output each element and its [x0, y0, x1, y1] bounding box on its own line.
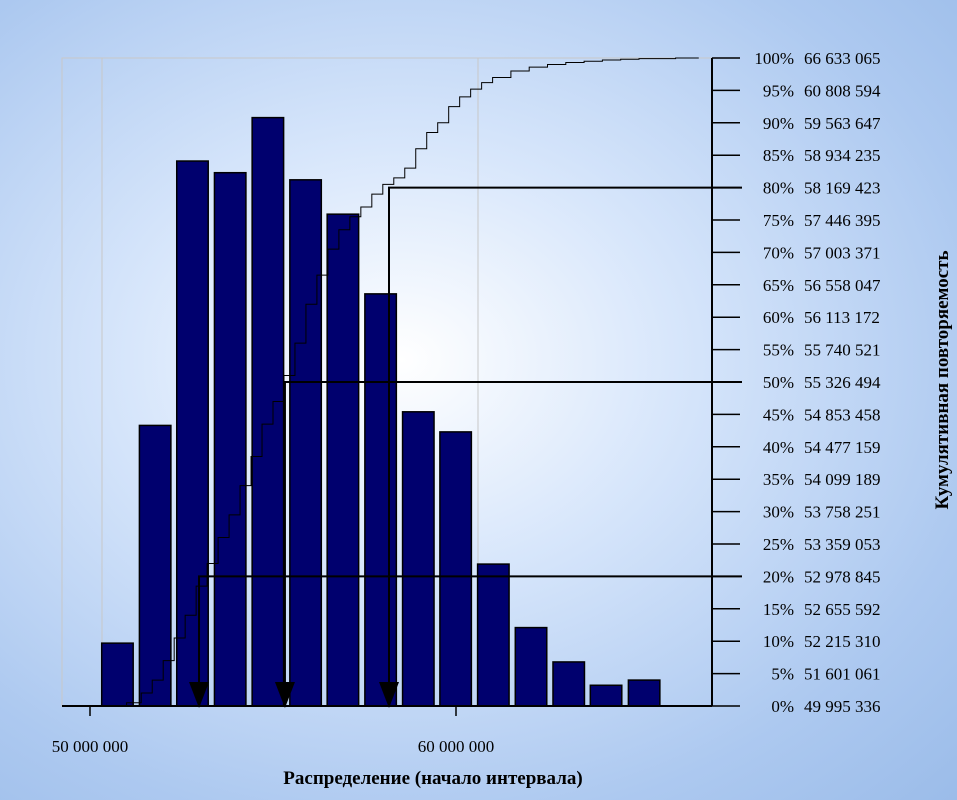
cumulative-percent-label: 70% — [763, 243, 794, 262]
cumulative-value-label: 51 601 061 — [804, 665, 881, 684]
cumulative-percent-label: 80% — [763, 179, 794, 198]
histogram-bar — [289, 179, 323, 707]
cumulative-value-label: 58 169 423 — [804, 179, 881, 198]
x-tick-label: 50 000 000 — [52, 737, 129, 756]
marker-layer — [189, 186, 742, 708]
histogram-bar — [326, 213, 360, 707]
cumulative-percent-label: 10% — [763, 632, 794, 651]
cumulative-percent-label: 95% — [763, 81, 794, 100]
cumulative-percent-label: 5% — [771, 665, 794, 684]
cumulative-value-label: 55 740 521 — [804, 341, 881, 360]
cumulative-percent-label: 25% — [763, 535, 794, 554]
cumulative-value-label: 56 113 172 — [804, 308, 880, 327]
cumulative-value-label: 54 853 458 — [804, 405, 881, 424]
histogram-bar — [138, 424, 172, 707]
cumulative-percent-label: 50% — [763, 373, 794, 392]
percentile-marker-arrow — [274, 682, 295, 708]
histogram-bar — [439, 431, 473, 707]
x-tick-label: 60 000 000 — [418, 737, 495, 756]
cumulative-percent-label: 45% — [763, 405, 794, 424]
histogram-bar — [213, 171, 247, 707]
cumulative-value-label: 53 359 053 — [804, 535, 881, 554]
histogram-bar — [364, 293, 398, 707]
percentile-marker-arrow — [189, 682, 210, 708]
cumulative-percent-label: 65% — [763, 276, 794, 295]
cumulative-percent-label: 30% — [763, 503, 794, 522]
cumulative-value-label: 53 758 251 — [804, 503, 881, 522]
histogram-bar — [514, 626, 548, 707]
label-layer: 50 000 000 60 000 000 100% 66 633 065 95% 60 … — [52, 49, 881, 756]
cumulative-percent-label: 0% — [771, 697, 794, 716]
curve-layer — [115, 57, 699, 707]
cumulative-percent-label: 100% — [754, 49, 794, 68]
cumulative-value-label: 56 558 047 — [804, 276, 881, 295]
cumulative-percent-label: 55% — [763, 341, 794, 360]
cumulative-percent-label: 60% — [763, 308, 794, 327]
percentile-marker-arrow — [379, 682, 400, 708]
histogram-bar — [401, 411, 435, 707]
cumulative-value-label: 60 808 594 — [804, 81, 881, 100]
right-axis-title: Кумулятивная повторяемость — [932, 250, 953, 509]
x-axis-title: Распределение (начало интервала) — [283, 768, 582, 789]
cumulative-value-label: 55 326 494 — [804, 373, 881, 392]
cumulative-curve — [115, 57, 699, 707]
cumulative-percent-label: 35% — [763, 470, 794, 489]
histogram-bar — [552, 661, 586, 707]
cumulative-value-label: 54 477 159 — [804, 438, 881, 457]
cumulative-value-label: 66 633 065 — [804, 49, 881, 68]
histogram-bar — [175, 160, 209, 707]
cumulative-percent-label: 90% — [763, 114, 794, 133]
cumulative-value-label: 54 099 189 — [804, 470, 881, 489]
percentile-marker-line — [388, 186, 742, 688]
cumulative-value-label: 57 446 395 — [804, 211, 881, 230]
cumulative-value-label: 58 934 235 — [804, 146, 881, 165]
cumulative-percent-label: 40% — [763, 438, 794, 457]
percentile-marker-line — [283, 381, 742, 688]
histogram-bar — [589, 684, 623, 707]
cumulative-value-label: 49 995 336 — [804, 697, 881, 716]
cumulative-value-label: 52 655 592 — [804, 600, 881, 619]
percentile-marker-line — [198, 575, 742, 688]
cumulative-value-label: 52 978 845 — [804, 567, 881, 586]
cumulative-percent-label: 20% — [763, 567, 794, 586]
cumulative-percent-label: 75% — [763, 211, 794, 230]
histogram-bar — [100, 642, 134, 707]
cumulative-value-label: 59 563 647 — [804, 114, 881, 133]
cumulative-percent-label: 85% — [763, 146, 794, 165]
cumulative-value-label: 52 215 310 — [804, 632, 881, 651]
histogram-bar — [476, 563, 510, 707]
histogram-bar — [627, 679, 661, 707]
histogram-bar — [251, 116, 285, 707]
cumulative-value-label: 57 003 371 — [804, 243, 881, 262]
cumulative-percent-label: 15% — [763, 600, 794, 619]
axis-layer — [62, 57, 740, 716]
